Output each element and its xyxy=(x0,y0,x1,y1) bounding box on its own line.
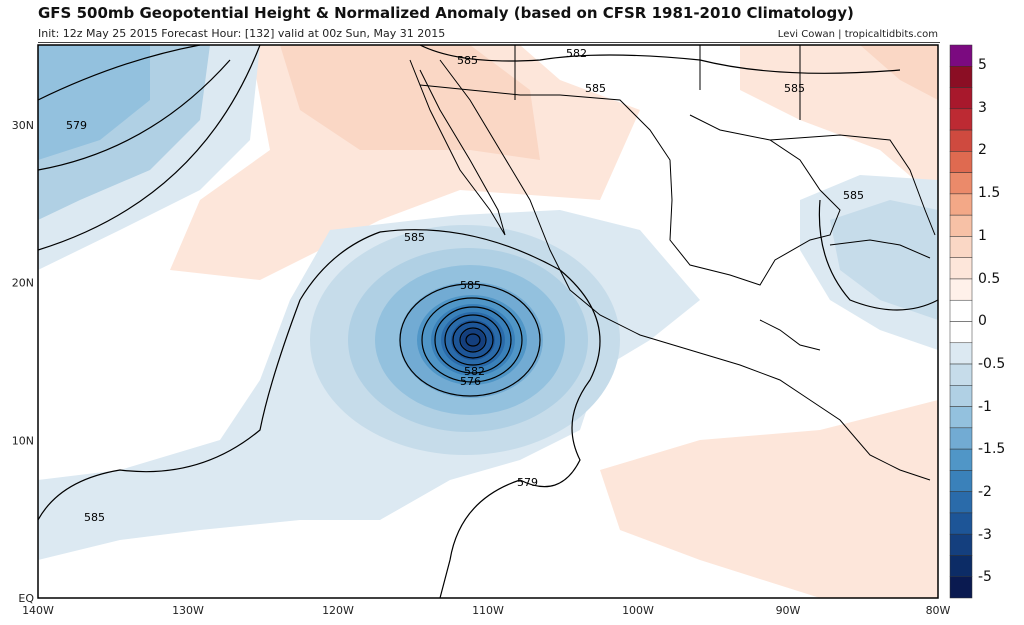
contour-label: 585 xyxy=(404,231,425,244)
contour-label: 585 xyxy=(457,54,478,67)
map-frame xyxy=(37,44,939,599)
colorbar-swatch xyxy=(949,512,973,535)
lon-label: 80W xyxy=(926,604,951,617)
contour-label: 579 xyxy=(517,476,538,489)
colorbar-label: 1 xyxy=(978,227,987,244)
coastlines xyxy=(409,45,936,481)
lat-label: 30N xyxy=(12,119,34,132)
colorbar-swatch xyxy=(949,342,973,365)
forecast-info: Init: 12z May 25 2015 Forecast Hour: [13… xyxy=(38,27,446,40)
colorbar-label: -1 xyxy=(978,398,992,415)
chart-title: GFS 500mb Geopotential Height & Normaliz… xyxy=(38,4,854,22)
colorbar-swatch xyxy=(949,66,973,88)
contour-label: 576 xyxy=(460,375,481,388)
header-divider xyxy=(38,42,940,43)
lat-label: EQ xyxy=(18,592,34,605)
contour-labels: 579 585 585 582 585 585 585 582 576 579 … xyxy=(66,47,864,524)
lat-label: 10N xyxy=(12,434,34,447)
colorbar-swatch xyxy=(949,427,973,450)
colorbar-swatch xyxy=(949,214,973,237)
colorbar xyxy=(949,44,973,599)
colorbar-swatch xyxy=(949,555,973,577)
colorbar-label: 0.5 xyxy=(978,270,1001,287)
contour-label: 582 xyxy=(566,47,587,60)
lon-label: 140W xyxy=(22,604,54,617)
colorbar-label: 1.5 xyxy=(978,185,1001,202)
contour-label: 585 xyxy=(84,511,105,524)
colorbar-label: -0.5 xyxy=(978,355,1006,372)
colorbar-label: -2 xyxy=(978,484,992,500)
colorbar-swatch xyxy=(949,87,973,110)
colorbar-swatch xyxy=(949,236,973,258)
contour-label: 585 xyxy=(460,279,481,292)
credit: Levi Cowan | tropicaltidbits.com xyxy=(777,29,938,40)
colorbar-swatch xyxy=(949,363,973,386)
colorbar-label: -3 xyxy=(978,526,992,543)
contour-label: 582 xyxy=(464,365,485,378)
colorbar-label: 0 xyxy=(978,313,987,330)
colorbar-swatch xyxy=(949,321,973,344)
colorbar-swatch xyxy=(949,448,973,471)
colorbar-swatch xyxy=(949,470,973,492)
height-contours xyxy=(38,45,938,598)
lon-label: 120W xyxy=(322,604,354,617)
lon-label: 130W xyxy=(172,604,204,617)
contour-label: 579 xyxy=(66,119,87,132)
colorbar-label: 3 xyxy=(978,99,987,116)
anomaly-shading xyxy=(38,45,938,598)
axis-labels: 140W 130W 120W 110W 100W 90W 80W EQ 10N 20N 30N xyxy=(12,119,951,617)
colorbar-swatch xyxy=(949,44,973,67)
colorbar-swatch xyxy=(949,129,973,152)
colorbar-swatch xyxy=(949,385,973,407)
colorbar-label: 2 xyxy=(978,142,987,159)
colorbar-label: 5 xyxy=(978,57,987,73)
lon-label: 90W xyxy=(776,604,801,617)
colorbar-swatch xyxy=(949,193,973,216)
colorbar-label: -5 xyxy=(978,569,992,586)
colorbar-swatch xyxy=(949,278,973,301)
colorbar-swatch xyxy=(949,576,973,599)
contour-label: 585 xyxy=(784,82,805,95)
colorbar-swatch xyxy=(949,108,973,131)
contour-label: 585 xyxy=(585,82,606,95)
colorbar-swatch xyxy=(949,257,973,280)
colorbar-swatch xyxy=(949,491,973,514)
lon-label: 100W xyxy=(622,604,654,617)
colorbar-swatch xyxy=(949,151,973,173)
colorbar-swatch xyxy=(949,406,973,429)
colorbar-swatch xyxy=(949,533,973,556)
colorbar-swatch xyxy=(949,172,973,195)
contour-label: 585 xyxy=(843,189,864,202)
lat-label: 20N xyxy=(12,277,34,290)
colorbar-label: -1.5 xyxy=(978,441,1006,458)
lon-label: 110W xyxy=(472,604,504,617)
colorbar-swatch xyxy=(949,299,973,322)
